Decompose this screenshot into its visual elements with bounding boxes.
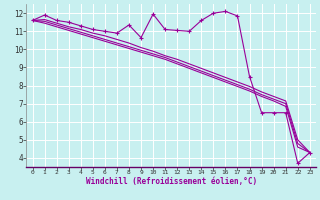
X-axis label: Windchill (Refroidissement éolien,°C): Windchill (Refroidissement éolien,°C) <box>85 177 257 186</box>
